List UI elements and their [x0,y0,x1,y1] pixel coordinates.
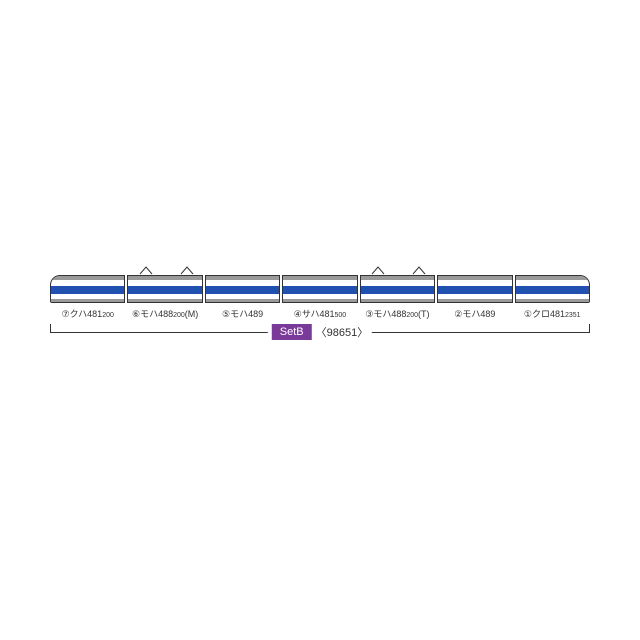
car-stripe [128,286,201,294]
car-roof [283,276,356,280]
car-suffix: (M) [185,309,199,319]
car-roof [361,276,434,280]
car-underframe [361,299,434,302]
car-label: ②モハ489 [437,307,512,320]
car-roof [51,276,124,280]
car-stripe [361,286,434,294]
car-type-name: クハ481 [70,309,103,319]
car-type-name: モハ489 [230,309,263,319]
car-roof [516,276,589,280]
car-body [205,275,280,303]
car-stripe [51,286,124,294]
car-body [282,275,357,303]
car-number-circle: ⑤ [222,309,230,320]
car-underframe [51,299,124,302]
bracket-tick-right [589,324,590,332]
car-subnumber: 500 [335,312,347,319]
car-body [360,275,435,303]
car-underframe [283,299,356,302]
car-3 [360,275,435,303]
car-stripe [516,286,589,294]
car-label: ⑥モハ488200(M) [127,307,202,320]
car-subnumber: 200 [406,312,418,319]
car-stripe [438,286,511,294]
car-subnumber: 2351 [565,312,581,319]
car-subnumber: 200 [102,312,114,319]
set-bracket-row: SetB 〈98651〉 [50,324,590,354]
car-type-name: モハ488 [373,309,406,319]
car-subnumber: 200 [173,312,185,319]
car-roof [206,276,279,280]
car-number-circle: ⑦ [62,309,70,320]
car-label: ④サハ481500 [282,307,357,320]
car-underframe [438,299,511,302]
car-6 [127,275,202,303]
bracket-tick-left [50,324,51,332]
car-number-circle: ④ [294,309,302,320]
car-4 [282,275,357,303]
set-badge: SetB 〈98651〉 [268,324,372,340]
pantograph-icon [412,266,426,275]
car-label: ⑤モハ489 [205,307,280,320]
car-underframe [128,299,201,302]
car-roof [128,276,201,280]
car-type-name: モハ489 [462,309,495,319]
car-type-name: クロ481 [532,309,565,319]
car-number-circle: ⑥ [132,309,140,320]
labels-row: ⑦クハ481200⑥モハ488200(M)⑤モハ489④サハ481500③モハ4… [50,307,590,320]
car-suffix: (T) [418,309,430,319]
set-label: SetB [272,324,312,340]
car-type-name: モハ488 [140,309,173,319]
car-label: ⑦クハ481200 [50,307,125,320]
car-roof [438,276,511,280]
pantograph-icon [139,266,153,275]
car-body [127,275,202,303]
car-7 [50,275,125,303]
cars-row [50,275,590,303]
car-body [50,275,125,303]
pantograph-icon [180,266,194,275]
car-label: ①クロ4812351 [515,307,590,320]
pantograph-icon [371,266,385,275]
car-1 [515,275,590,303]
car-2 [437,275,512,303]
car-body [437,275,512,303]
car-stripe [283,286,356,294]
set-code: 〈98651〉 [316,324,369,340]
car-label: ③モハ488200(T) [360,307,435,320]
car-5 [205,275,280,303]
car-underframe [516,299,589,302]
car-body [515,275,590,303]
car-stripe [206,286,279,294]
car-underframe [206,299,279,302]
car-number-circle: ① [524,309,532,320]
train-formation-diagram: ⑦クハ481200⑥モハ488200(M)⑤モハ489④サハ481500③モハ4… [50,275,590,354]
car-type-name: サハ481 [302,309,335,319]
